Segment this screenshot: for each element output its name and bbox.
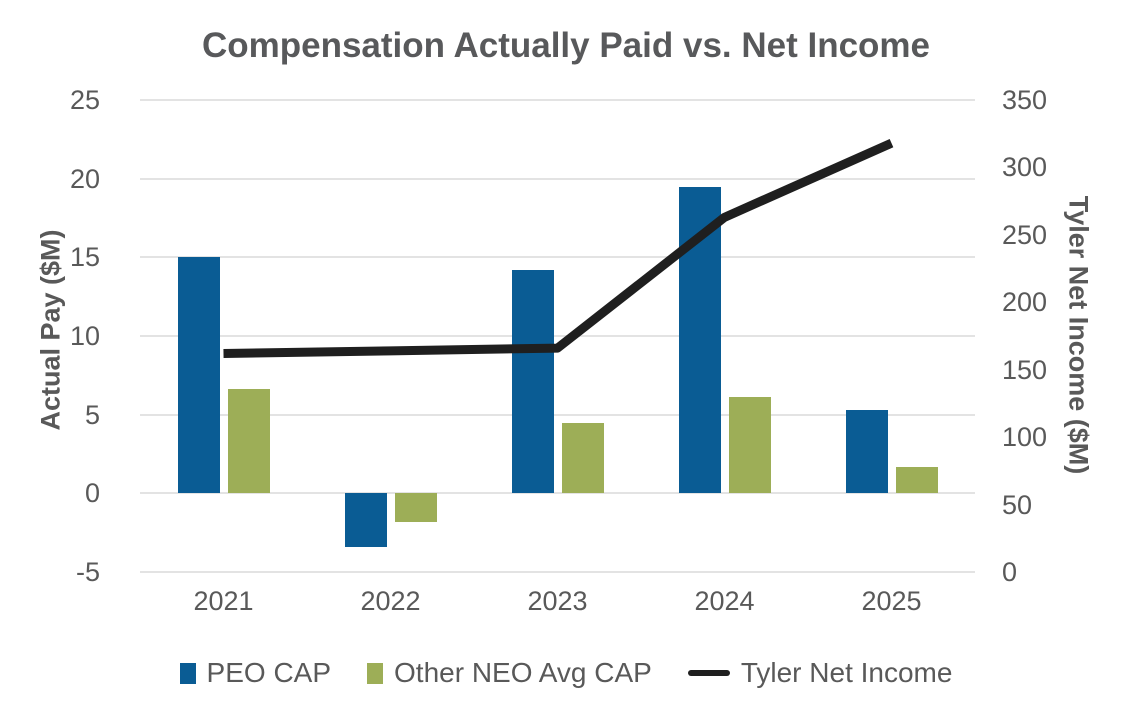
gridline-20 <box>140 177 975 180</box>
legend-label-net-income: Tyler Net Income <box>740 657 953 688</box>
gridline-15 <box>140 256 975 259</box>
bar-other-neo-avg-cap-2025 <box>896 466 938 494</box>
legend-item-net-income: Tyler Net Income <box>687 657 953 689</box>
net-income-line-path <box>223 139 894 359</box>
right-axis-tick-200: 200 <box>1002 287 1048 318</box>
bar-other-neo-avg-cap-2022 <box>395 493 437 522</box>
legend-line-swatch <box>687 670 730 676</box>
legend-item-peo-cap: PEO CAP <box>179 657 332 689</box>
right-axis-tick-300: 300 <box>1002 152 1048 183</box>
left-axis-tick-5: 5 <box>84 399 100 430</box>
gridline-0 <box>140 492 975 495</box>
bar-peo-cap-2025 <box>846 409 888 494</box>
chart-title: Compensation Actually Paid vs. Net Incom… <box>201 26 931 65</box>
x-axis-label-2022: 2022 <box>360 586 421 616</box>
x-axis-label-2025: 2025 <box>861 586 922 616</box>
left-axis-tick-10: 10 <box>69 321 100 351</box>
gridline-10 <box>140 335 975 337</box>
left-axis-tick-25: 25 <box>69 85 100 115</box>
left-axis-tick--5: -5 <box>75 557 100 587</box>
gridline--5 <box>140 571 975 573</box>
x-axis-label-2023: 2023 <box>527 586 588 616</box>
x-axis-label-2021: 2021 <box>193 586 254 616</box>
right-axis-tick-250: 250 <box>1002 219 1048 250</box>
gridline-25 <box>140 99 975 101</box>
right-axis-tick-50: 50 <box>1002 489 1033 520</box>
x-axis-label-2024: 2024 <box>694 586 755 616</box>
legend-label-other-neo: Other NEO Avg CAP <box>394 657 652 688</box>
legend: PEO CAP Other NEO Avg CAP Tyler Net Inco… <box>0 651 1132 695</box>
right-axis-tick-100: 100 <box>1002 422 1048 453</box>
left-axis-tick-15: 15 <box>69 242 100 273</box>
legend-swatch-other-neo <box>367 662 384 684</box>
bar-other-neo-avg-cap-2024 <box>729 397 771 494</box>
bar-other-neo-avg-cap-2021 <box>228 389 270 494</box>
right-axis-tick-0: 0 <box>1002 557 1018 587</box>
bar-other-neo-avg-cap-2023 <box>562 422 604 494</box>
legend-swatch-peo-cap <box>179 662 196 684</box>
left-axis-tick-0: 0 <box>84 478 100 509</box>
legend-item-other-neo: Other NEO Avg CAP <box>367 657 652 689</box>
bar-peo-cap-2023 <box>512 269 554 494</box>
right-axis-tick-150: 150 <box>1002 354 1048 385</box>
right-axis-tick-350: 350 <box>1002 85 1048 115</box>
gridline-5 <box>140 413 975 416</box>
bar-peo-cap-2021 <box>178 257 220 494</box>
left-axis-tick-20: 20 <box>69 163 100 194</box>
bar-peo-cap-2022 <box>345 493 387 547</box>
legend-label-peo-cap: PEO CAP <box>206 657 332 688</box>
